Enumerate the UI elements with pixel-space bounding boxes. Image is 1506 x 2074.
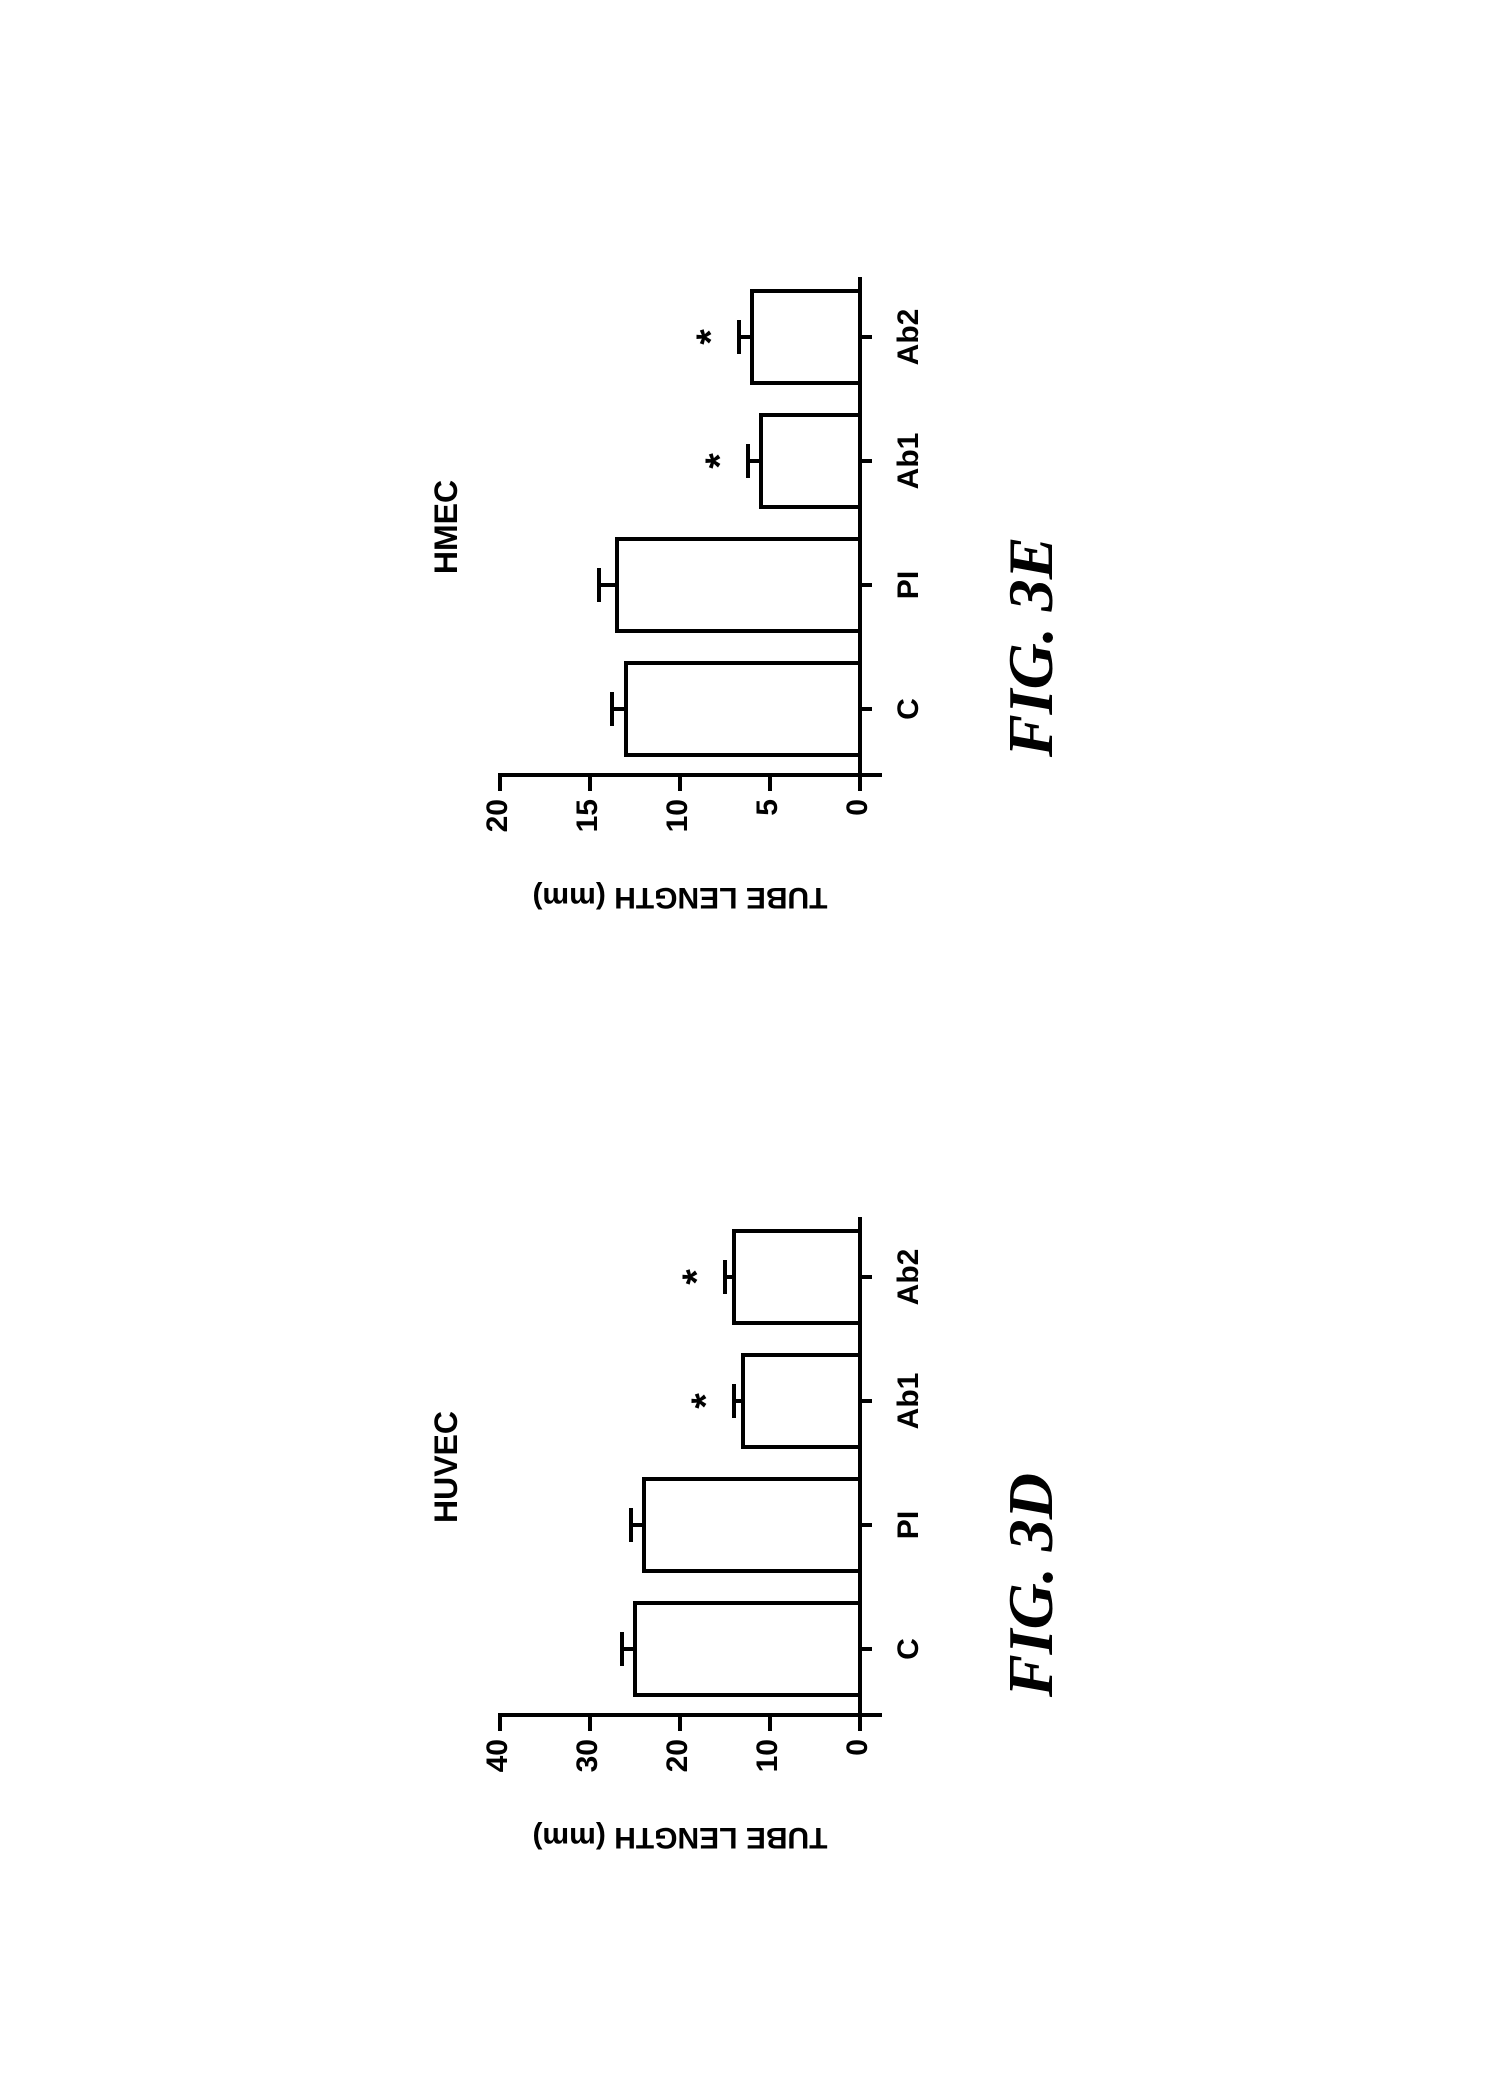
error-bar-cap bbox=[746, 444, 750, 478]
figure-label: FIG. 3E bbox=[994, 537, 1068, 758]
error-bar-cap bbox=[620, 1632, 624, 1666]
error-bar-cap bbox=[732, 1384, 736, 1418]
error-bar-cap bbox=[723, 1260, 727, 1294]
bar bbox=[624, 661, 858, 757]
x-tick-label: Ab2 bbox=[892, 279, 926, 395]
x-tick bbox=[858, 1399, 872, 1403]
y-tick bbox=[768, 777, 772, 791]
significance-marker: * bbox=[698, 413, 743, 509]
x-tick-label: PI bbox=[892, 1467, 926, 1583]
error-bar-cap bbox=[597, 568, 601, 602]
chart-title: HUVEC bbox=[428, 1217, 465, 1717]
chart-fig3e: HMEC05101520TUBE LENGTH (mm)CPI*Ab1*Ab2F… bbox=[428, 217, 1078, 917]
error-bar-cap bbox=[629, 1508, 633, 1542]
y-axis-label: TUBE LENGTH (mm) bbox=[500, 1820, 860, 1854]
bar bbox=[633, 1601, 858, 1697]
x-tick-label: PI bbox=[892, 527, 926, 643]
significance-marker: * bbox=[684, 1353, 729, 1449]
bar bbox=[741, 1353, 858, 1449]
y-tick bbox=[858, 777, 862, 791]
y-tick bbox=[678, 777, 682, 791]
y-tick bbox=[498, 1717, 502, 1731]
error-bar-cap bbox=[610, 692, 614, 726]
x-tick bbox=[858, 1523, 872, 1527]
figure-strip: HUVEC010203040TUBE LENGTH (mm)CPI*Ab1*Ab… bbox=[0, 0, 1506, 2074]
x-tick bbox=[858, 1275, 872, 1279]
bar bbox=[759, 413, 858, 509]
chart-fig3d: HUVEC010203040TUBE LENGTH (mm)CPI*Ab1*Ab… bbox=[428, 1157, 1078, 1857]
significance-marker: * bbox=[689, 289, 734, 385]
significance-marker: * bbox=[675, 1229, 720, 1325]
x-tick-label: C bbox=[892, 1591, 926, 1707]
error-bar-cap bbox=[737, 320, 741, 354]
y-tick bbox=[588, 1717, 592, 1731]
y-tick bbox=[678, 1717, 682, 1731]
x-tick-label: Ab2 bbox=[892, 1219, 926, 1335]
bar bbox=[750, 289, 858, 385]
y-tick bbox=[768, 1717, 772, 1731]
figure-label: FIG. 3D bbox=[994, 1473, 1068, 1697]
bar bbox=[732, 1229, 858, 1325]
y-axis-label: TUBE LENGTH (mm) bbox=[500, 880, 860, 914]
x-tick-label: C bbox=[892, 651, 926, 767]
x-tick bbox=[858, 1647, 872, 1651]
x-tick-label: Ab1 bbox=[892, 1343, 926, 1459]
y-tick bbox=[498, 777, 502, 791]
x-axis bbox=[858, 277, 862, 777]
chart-title: HMEC bbox=[428, 277, 465, 777]
x-tick-label: Ab1 bbox=[892, 403, 926, 519]
y-tick bbox=[588, 777, 592, 791]
x-axis bbox=[858, 1217, 862, 1717]
x-tick bbox=[858, 459, 872, 463]
y-tick bbox=[858, 1717, 862, 1731]
bar bbox=[615, 537, 858, 633]
x-tick bbox=[858, 583, 872, 587]
x-tick bbox=[858, 335, 872, 339]
bar bbox=[642, 1477, 858, 1573]
x-tick bbox=[858, 707, 872, 711]
